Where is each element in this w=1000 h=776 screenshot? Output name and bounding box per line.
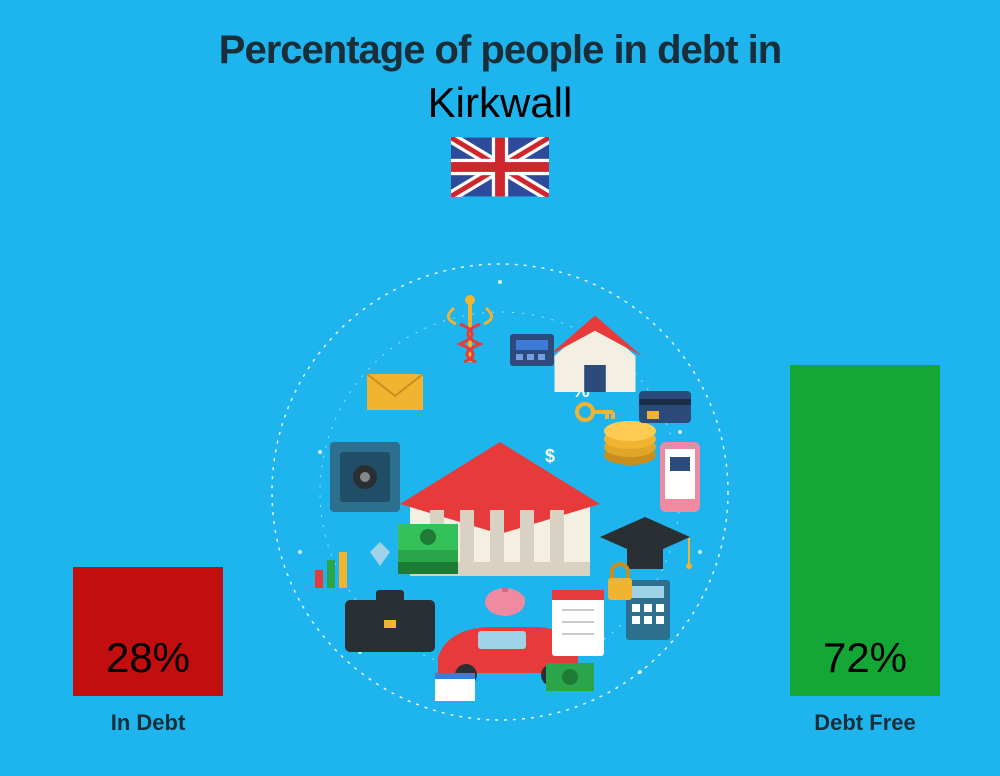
- diamond-icon: [370, 542, 390, 566]
- bar-debt-free-rect: 72%: [790, 365, 940, 696]
- page-title: Percentage of people in debt in: [0, 0, 1000, 73]
- city-name: Kirkwall: [0, 79, 1000, 127]
- bar-debt-free-value: 72%: [823, 634, 907, 696]
- house-icon: [548, 316, 642, 393]
- padlock-icon: [608, 564, 632, 600]
- note-icon: [435, 673, 475, 701]
- calculator-icon: [626, 580, 670, 640]
- safe-icon: [330, 442, 400, 512]
- smartphone-icon: [660, 442, 700, 512]
- chart-icon: [315, 552, 347, 588]
- cash-stack-icon: [398, 524, 458, 574]
- graduation-cap-icon: [600, 517, 692, 569]
- bar-in-debt-value: 28%: [106, 634, 190, 696]
- briefcase-icon: [345, 590, 435, 652]
- bar-debt-free: 72% Debt Free: [790, 365, 940, 736]
- chart-area: %%% $$: [0, 216, 1000, 736]
- bar-debt-free-label: Debt Free: [790, 710, 940, 736]
- credit-card-icon: [639, 391, 691, 423]
- envelope-icon: [367, 374, 423, 410]
- piggy-bank-icon: [485, 588, 525, 616]
- bar-in-debt-label: In Debt: [73, 710, 223, 736]
- bar-in-debt-rect: 28%: [73, 567, 223, 696]
- device-icon: [510, 334, 554, 366]
- svg-text:$: $: [545, 446, 555, 466]
- uk-flag-icon: [451, 137, 549, 197]
- key-icon: [577, 404, 613, 420]
- caduceus-icon: [448, 295, 491, 362]
- finance-illustration-icon: %%% $$: [260, 252, 740, 732]
- coins-icon: [604, 421, 656, 465]
- bar-in-debt: 28% In Debt: [73, 567, 223, 736]
- dollar-bill-icon: [546, 663, 594, 691]
- clipboard-icon: [552, 590, 604, 656]
